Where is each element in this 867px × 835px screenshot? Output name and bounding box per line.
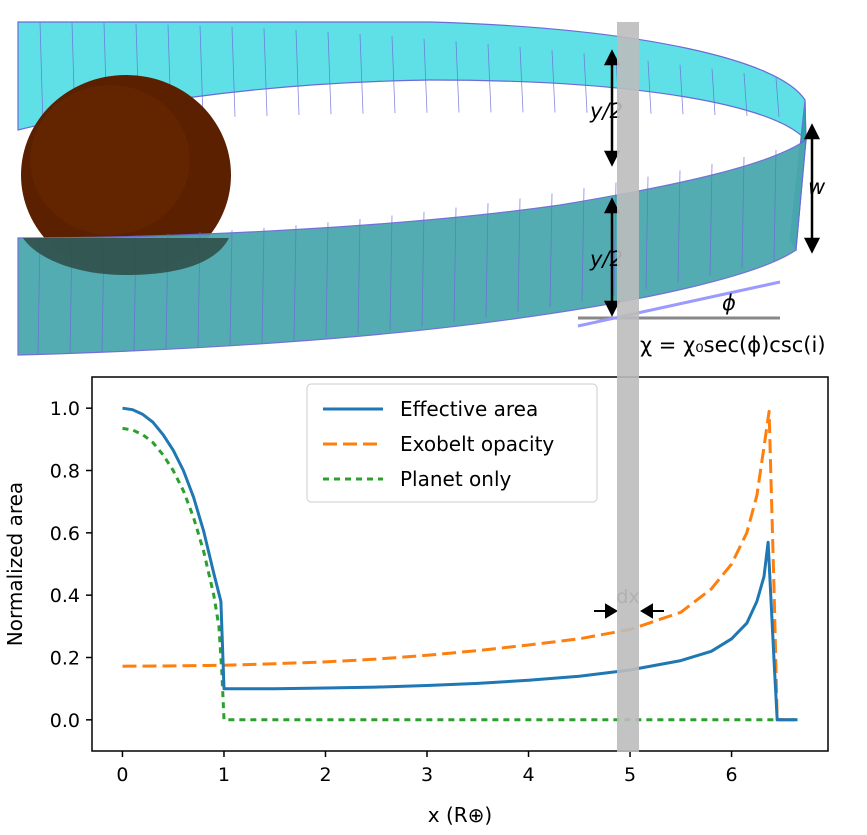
y-tick-label: 1.0 — [50, 398, 80, 420]
planet-behind-ring — [23, 238, 229, 275]
ring-rib — [455, 41, 460, 113]
ring-rib — [261, 227, 265, 344]
tilt-line — [577, 280, 781, 328]
ring-rib — [39, 22, 44, 126]
ring-rib — [37, 237, 41, 354]
ring-illustration — [17, 21, 807, 356]
ring-rib — [647, 60, 652, 114]
y-tick-label: 0.6 — [50, 523, 80, 545]
x-tick-label: 6 — [726, 764, 738, 786]
ring-rib — [357, 219, 361, 335]
ring-rib — [645, 176, 649, 290]
y-tick-label: 0.8 — [50, 461, 80, 483]
x-axis: 0 1 2 3 4 5 6 — [116, 751, 738, 786]
ring-rib — [229, 230, 233, 346]
x-tick-label: 0 — [116, 764, 128, 786]
legend-label-planet: Planet only — [400, 467, 512, 491]
ring-rib — [741, 157, 745, 269]
ring-rib — [677, 170, 681, 283]
ring-rib — [709, 163, 713, 276]
legend-label-effective: Effective area — [400, 397, 538, 421]
y-tick-label: 0.2 — [50, 648, 80, 670]
ring-rib — [421, 211, 425, 327]
x-axis-label: x (R⊕) — [428, 803, 492, 827]
ring-rib — [711, 68, 716, 116]
ring-rib — [199, 25, 204, 119]
ring-rib — [359, 33, 364, 114]
ring-rib — [583, 53, 588, 113]
legend-box — [306, 383, 598, 503]
ring-rib — [581, 188, 585, 302]
ring-rib — [389, 215, 393, 331]
dx-annotation — [594, 603, 664, 619]
x-tick-label: 3 — [421, 764, 433, 786]
chart: 0 1 2 3 4 5 6 0.0 0.2 0.4 0.6 0.8 1.0 x (R⊕) Normal… — [3, 376, 829, 827]
ring-back-band — [17, 21, 807, 142]
ring-rib — [423, 38, 428, 113]
ring-rib — [487, 43, 492, 113]
y-axis-label: Normalized area — [3, 482, 27, 646]
ring-rib — [613, 182, 617, 296]
ring-rib — [519, 46, 524, 113]
phi-label: ϕ — [722, 291, 736, 315]
ring-rib — [549, 193, 553, 308]
ring-rib — [295, 30, 300, 116]
x-tick-label: 1 — [218, 764, 230, 786]
ring-rib — [485, 203, 489, 318]
chi-formula: χ = χ₀sec(ϕ)csc(i) — [640, 333, 826, 357]
y-axis: 0.0 0.2 0.4 0.6 0.8 1.0 — [50, 398, 92, 732]
highlight-band — [617, 22, 639, 752]
x-tick-label: 5 — [624, 764, 636, 786]
ring-rib — [679, 64, 684, 115]
ring-rib — [293, 225, 297, 341]
plot-frame — [91, 376, 829, 752]
ring-rib — [517, 198, 521, 313]
series-line-effective-area — [122, 406, 798, 722]
ring-rib — [231, 26, 236, 117]
w-label: w — [808, 175, 826, 199]
ring-rib — [391, 36, 396, 114]
y-tick-label: 0.0 — [50, 710, 80, 732]
x-tick-label: 2 — [319, 764, 331, 786]
illustration-arrows — [603, 49, 821, 317]
y-tick-label: 0.4 — [50, 585, 80, 607]
series-line-planet-only — [122, 426, 798, 722]
ring-rib — [453, 207, 457, 322]
ring-rib — [775, 77, 780, 117]
legend-label-exobelt: Exobelt opacity — [400, 432, 554, 456]
ring-rib — [263, 28, 268, 116]
legend: Effective area Exobelt opacity Planet on… — [306, 383, 598, 503]
x-tick-label: 4 — [522, 764, 534, 786]
ring-rib — [325, 222, 329, 338]
ring-rib — [327, 31, 332, 115]
ring-rib — [773, 149, 777, 262]
ring-rib — [551, 50, 556, 113]
ring-rib — [743, 73, 748, 116]
planet-shading — [30, 85, 190, 235]
